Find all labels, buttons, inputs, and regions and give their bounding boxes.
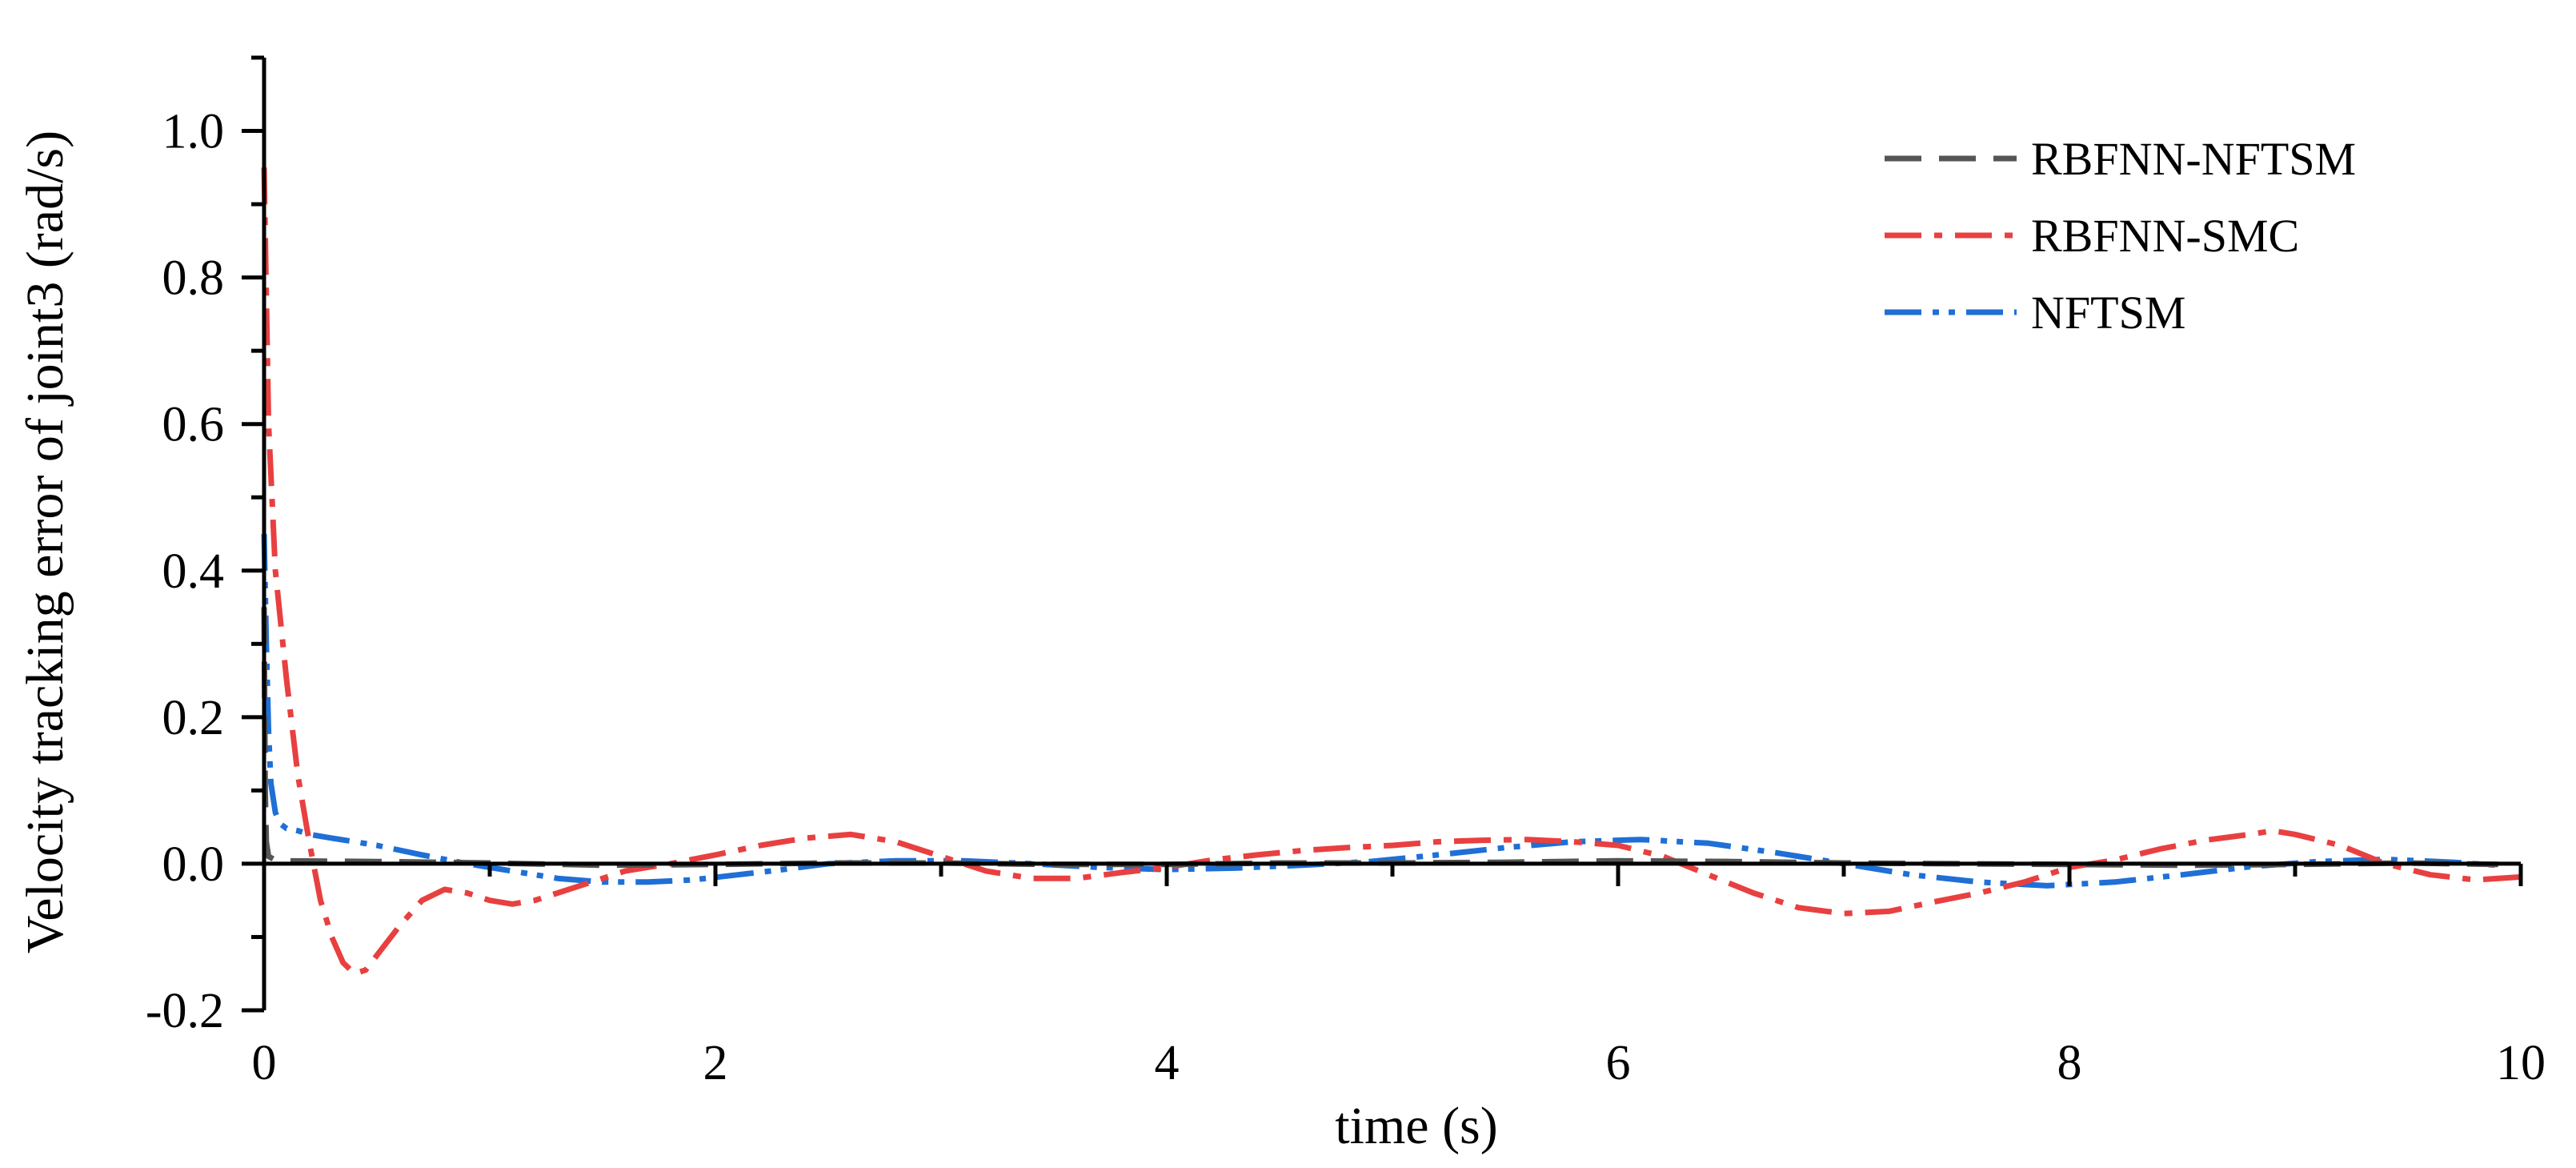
x-tick-label: 2	[703, 1036, 728, 1090]
x-tick-label: 6	[1606, 1036, 1631, 1090]
y-tick-label: 0.0	[162, 837, 225, 892]
axes-layer: 0 2 4 6 8 10 -0.2 0.0 0.2 0.4 0.6 0.8 1.0	[146, 55, 2546, 1090]
y-tick-label: -0.2	[146, 984, 224, 1038]
series-line-rbfnn-nftsm	[261, 607, 2498, 869]
series-line-nftsm	[261, 533, 2499, 889]
y-tick-label: 1.0	[162, 105, 225, 159]
legend: RBFNN-NFTSM RBFNN-SMC NFTSM	[1885, 133, 2356, 339]
legend-label: NFTSM	[2031, 287, 2185, 339]
x-tick-label: 8	[2057, 1036, 2082, 1090]
y-tick-label: 0.6	[162, 398, 225, 452]
y-tick-label: 0.8	[162, 251, 225, 306]
legend-entry: NFTSM	[1885, 287, 2185, 339]
y-tick-label: 0.4	[162, 544, 225, 599]
legend-entry: RBFNN-NFTSM	[1885, 133, 2356, 185]
x-tick-label: 0	[252, 1036, 277, 1090]
x-tick-label: 4	[1155, 1036, 1180, 1090]
y-axis-title: Velocity tracking error of joint3 (rad/s…	[16, 130, 74, 953]
legend-entry: RBFNN-SMC	[1885, 210, 2299, 262]
x-axis-title: time (s)	[1335, 1097, 1497, 1155]
x-tick-label: 10	[2496, 1036, 2546, 1090]
legend-label: RBFNN-NFTSM	[2031, 133, 2356, 185]
y-tick-label: 0.2	[162, 691, 225, 745]
legend-label: RBFNN-SMC	[2031, 210, 2299, 262]
